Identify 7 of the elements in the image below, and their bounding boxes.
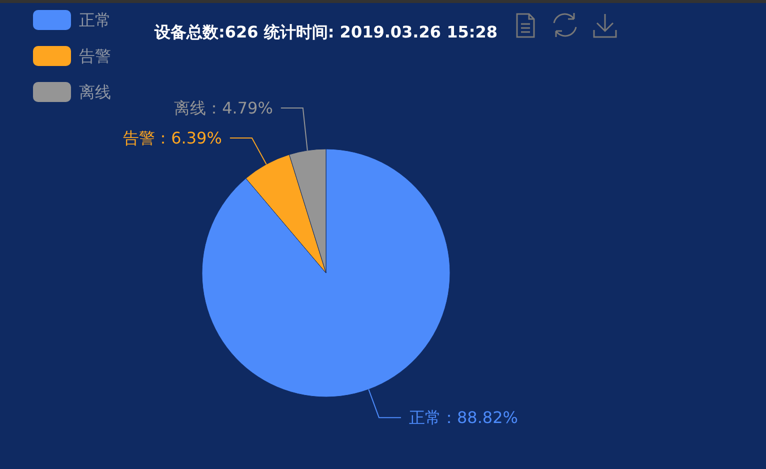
legend-label: 告警 (79, 46, 111, 66)
data-label: 告警：6.39% (123, 128, 222, 148)
data-label: 正常：88.82% (408, 408, 518, 428)
legend-label: 离线 (79, 82, 111, 102)
data-label: 离线：4.79% (174, 98, 273, 118)
text: 设备总数:626 统计时间: 2019.03.26 15:28 (153, 22, 498, 42)
legend-label: 正常 (79, 10, 111, 30)
